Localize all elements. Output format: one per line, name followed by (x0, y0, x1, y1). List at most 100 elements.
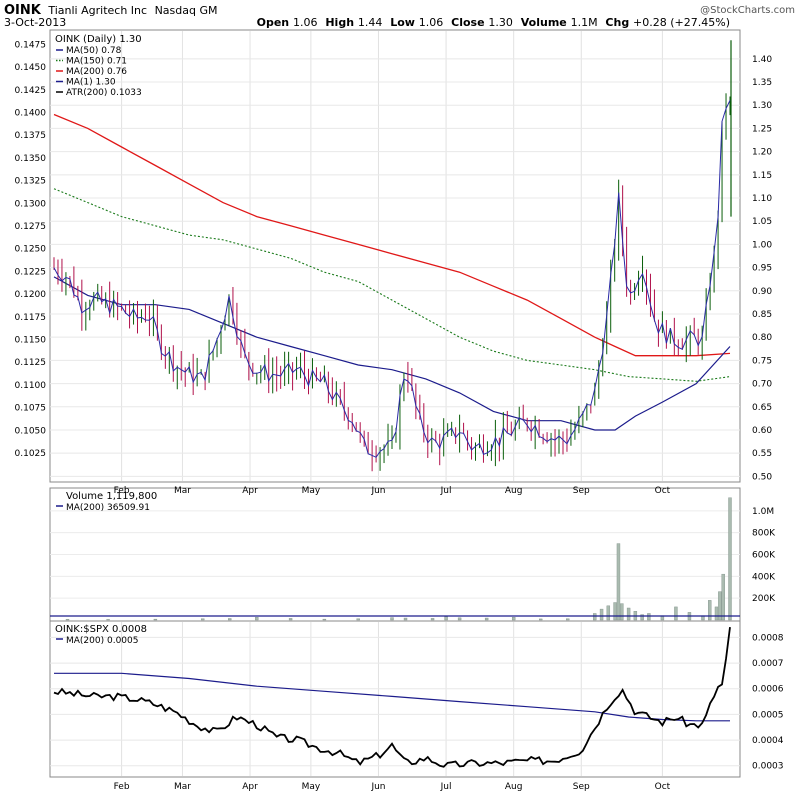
price-left-tick-label: 0.1450 (15, 63, 47, 73)
rs-x-tick-label: Sep (573, 782, 590, 792)
rs-tick-label: 0.0007 (752, 659, 784, 669)
volume-bar (721, 573, 725, 621)
chart-marks (50, 40, 740, 768)
volume-bar (620, 603, 624, 621)
close-line (53, 100, 731, 458)
volume-bar (228, 618, 232, 621)
price-right-tick-label: 0.85 (752, 310, 772, 320)
price-right-tick-label: 1.35 (752, 78, 772, 88)
relative-strength-panel (49, 620, 741, 778)
price-right-tick-label: 0.90 (752, 287, 772, 297)
price-left-tick-label: 0.1125 (15, 358, 47, 368)
rs-x-tick-label: Mar (174, 782, 191, 792)
exchange: Nasdaq GM (155, 4, 218, 17)
price-left-tick-label: 0.1300 (15, 199, 47, 209)
rs-tick-label: 0.0008 (752, 633, 784, 643)
volume-tick-label: 1.0M (752, 507, 774, 517)
symbol: OINK (4, 3, 42, 18)
volume-bar (640, 614, 644, 621)
volume-panel-title: Volume 1,119,800 (66, 491, 157, 502)
volume-bar (599, 608, 604, 621)
volume-bar (718, 591, 722, 621)
rs-x-tick-label: Apr (242, 782, 258, 792)
rs-ratio-line (53, 626, 731, 768)
rs-x-tick-label: Feb (114, 782, 130, 792)
volume-legend-label: MA(200) 36509.91 (66, 503, 150, 513)
price-left-tick-label: 0.1175 (15, 313, 47, 323)
price-right-tick-label: 0.55 (752, 449, 772, 459)
volume-bar (288, 618, 293, 621)
rs-tick-label: 0.0003 (752, 762, 784, 772)
volume-bar (484, 617, 489, 621)
price-left-tick-label: 0.1075 (15, 404, 47, 414)
volume-tick-label: 200K (752, 594, 776, 604)
price-right-tick-label: 0.80 (752, 333, 772, 343)
price-right-tick-label: 0.50 (752, 472, 772, 482)
price-left-tick-label: 0.1325 (15, 177, 47, 187)
volume-bar (153, 618, 158, 621)
price-x-tick-label: Sep (573, 486, 590, 496)
price-right-tick-label: 1.05 (752, 217, 772, 227)
axis-labels: Feb Feb Mar Mar Apr Apr May May Jun Jun Jul Jul Aug A… (15, 34, 784, 792)
price-x-tick-label: Jun (370, 486, 385, 496)
grid-lines (50, 31, 740, 776)
copyright: @StockCharts.com (700, 5, 795, 16)
price-left-tick-label: 0.1400 (15, 109, 47, 119)
rs-ma200-line (54, 672, 730, 722)
ma50-line (53, 276, 731, 431)
price-legend-label: MA(150) 0.71 (66, 57, 127, 67)
volume-bar (201, 618, 205, 621)
rs-tick-label: 0.0006 (752, 685, 784, 695)
price-x-tick-label: Feb (114, 486, 130, 496)
price-left-tick-label: 0.1150 (15, 336, 47, 346)
price-x-tick-label: Oct (655, 486, 671, 496)
volume-bar (322, 618, 327, 621)
volume-tick-label: 600K (752, 551, 776, 561)
volume-bar (728, 497, 732, 621)
ma150-line (53, 188, 731, 382)
price-x-tick-label: Mar (174, 486, 191, 496)
price-legend-label: MA(200) 0.76 (66, 67, 127, 77)
volume-tick-label: 800K (752, 529, 776, 539)
price-panel-title: OINK (Daily) 1.30 (55, 34, 142, 45)
volume-bar (539, 618, 543, 621)
rs-x-tick-label: Oct (655, 782, 671, 792)
price-x-tick-label: Jul (440, 486, 452, 496)
chart-date: 3-Oct-2013 (4, 16, 66, 29)
volume-bar (647, 613, 651, 621)
volume-bar (457, 617, 462, 621)
volume-bar (255, 617, 259, 621)
rs-tick-label: 0.0004 (752, 736, 784, 746)
svg-text:OINK Tianli Agritech Inc: OINK Tianli Agritech Inc Nasdaq GM (4, 3, 217, 18)
price-left-tick-label: 0.1100 (15, 381, 47, 391)
volume-bar (65, 619, 70, 621)
price-left-tick-label: 0.1025 (15, 449, 47, 459)
price-right-tick-label: 0.95 (752, 264, 772, 274)
volume-bar (606, 605, 611, 621)
volume-bar (616, 543, 621, 621)
price-left-tick-label: 0.1350 (15, 154, 47, 164)
price-right-tick-label: 1.40 (752, 55, 772, 65)
price-right-tick-label: 1.20 (752, 148, 772, 158)
volume-bar (566, 618, 570, 621)
price-legend-label: MA(50) 0.78 (66, 46, 122, 56)
volume-bar (106, 619, 110, 621)
price-left-tick-label: 0.1250 (15, 245, 47, 255)
ma200-line (53, 113, 731, 357)
price-right-tick-label: 0.70 (752, 380, 772, 390)
price-right-tick-label: 1.00 (752, 240, 772, 250)
rs-x-tick-label: Jul (440, 782, 452, 792)
price-right-tick-label: 0.75 (752, 356, 772, 366)
volume-bar (430, 618, 435, 621)
price-left-tick-label: 0.1050 (15, 426, 47, 436)
quote-summary: Open 1.06 High 1.44 Low 1.06 Close 1.30 … (257, 16, 730, 29)
price-left-tick-label: 0.1275 (15, 222, 47, 232)
price-x-tick-label: Aug (505, 486, 523, 496)
rs-x-tick-label: May (302, 782, 321, 792)
price-right-tick-label: 1.10 (752, 194, 772, 204)
rs-x-tick-label: Jun (370, 782, 385, 792)
rs-x-tick-label: Aug (505, 782, 523, 792)
price-left-tick-label: 0.1200 (15, 290, 47, 300)
rs-panel-title: OINK:$SPX 0.0008 (55, 624, 147, 635)
